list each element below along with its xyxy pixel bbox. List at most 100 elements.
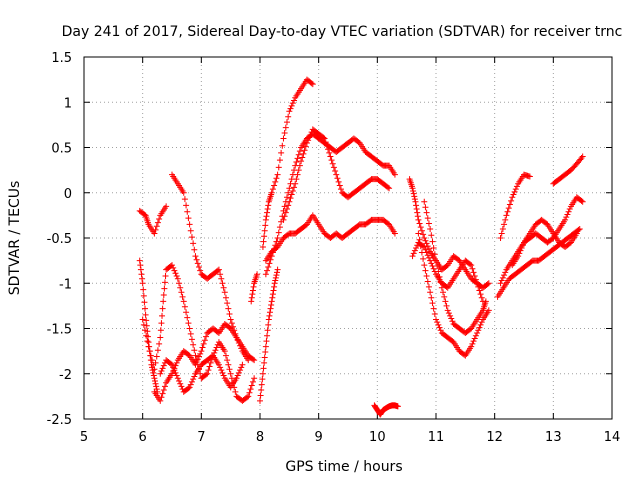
data-point <box>286 108 293 115</box>
data-point <box>425 245 432 252</box>
data-point <box>435 268 442 275</box>
y-tick-label: -1.5 <box>47 323 72 338</box>
data-point <box>139 280 146 287</box>
data-point <box>195 353 202 360</box>
data-point <box>391 230 398 237</box>
data-point <box>414 209 421 216</box>
data-point <box>265 263 272 270</box>
data-point <box>285 113 292 120</box>
data-point <box>293 176 300 183</box>
data-point <box>262 343 269 350</box>
data-point <box>269 291 276 298</box>
series-arc-12 <box>280 126 393 223</box>
data-point <box>282 209 289 216</box>
data-point <box>217 364 224 371</box>
data-point <box>249 378 256 385</box>
data-point <box>159 312 166 319</box>
data-point <box>149 357 156 364</box>
y-tick-label: 1.5 <box>51 51 72 66</box>
data-point <box>423 273 430 280</box>
data-point <box>190 240 197 247</box>
data-point <box>509 194 516 201</box>
x-tick-label: 14 <box>604 430 621 445</box>
data-point <box>191 347 198 354</box>
data-point <box>190 376 197 383</box>
series-arc-13 <box>371 402 401 418</box>
y-tick-label: -1 <box>59 277 72 292</box>
data-point <box>263 338 270 345</box>
data-point <box>294 171 301 178</box>
data-point <box>470 338 477 345</box>
chart-title: Day 241 of 2017, Sidereal Day-to-day VTE… <box>62 24 623 40</box>
data-point <box>139 275 146 282</box>
data-point <box>156 215 163 222</box>
data-point <box>303 139 310 146</box>
data-point <box>221 348 228 355</box>
data-point <box>477 291 484 298</box>
data-point <box>291 184 298 191</box>
data-point <box>158 320 165 327</box>
data-point <box>298 158 305 165</box>
data-point <box>206 363 213 370</box>
data-point <box>484 281 491 288</box>
data-point <box>424 215 431 222</box>
data-point <box>261 227 268 234</box>
data-point <box>207 359 214 366</box>
data-point <box>518 244 525 251</box>
data-point <box>288 102 295 109</box>
data-point <box>245 357 252 364</box>
data-point <box>409 253 416 260</box>
data-point <box>415 230 422 237</box>
data-point <box>443 302 450 309</box>
data-point <box>249 287 256 294</box>
data-point <box>142 305 149 312</box>
series-arc-1 <box>136 203 170 237</box>
data-point <box>417 224 424 231</box>
data-point <box>478 294 485 301</box>
data-point <box>413 202 420 209</box>
data-point <box>260 238 267 245</box>
data-point <box>174 275 181 282</box>
data-point <box>181 196 188 203</box>
data-point <box>283 206 290 213</box>
series-arc-3 <box>139 262 258 404</box>
data-point <box>306 134 313 141</box>
data-point <box>263 213 270 220</box>
data-point <box>424 252 431 259</box>
data-point <box>431 311 438 318</box>
data-point <box>264 332 271 339</box>
data-point <box>476 287 483 294</box>
data-point <box>275 229 282 236</box>
data-point <box>519 242 526 249</box>
data-point <box>226 366 233 373</box>
data-point <box>192 352 199 359</box>
data-point <box>286 198 293 205</box>
data-point <box>428 294 435 301</box>
data-point <box>235 369 242 376</box>
data-point <box>197 267 204 274</box>
data-point <box>501 272 508 279</box>
data-point <box>270 287 277 294</box>
data-point <box>292 180 299 187</box>
data-point <box>184 314 191 321</box>
y-tick-label: -2.5 <box>47 413 72 428</box>
data-point <box>285 202 292 209</box>
data-point <box>265 202 272 209</box>
data-point <box>423 209 430 216</box>
series-arc-10 <box>262 212 398 264</box>
data-point <box>427 257 434 264</box>
data-point <box>151 377 158 384</box>
data-point <box>265 316 272 323</box>
data-point <box>238 345 245 352</box>
data-point <box>194 260 201 267</box>
x-axis-label: GPS time / hours <box>285 459 402 475</box>
data-point <box>179 293 186 300</box>
data-point <box>418 227 425 234</box>
data-point <box>335 178 342 185</box>
data-point <box>281 130 288 137</box>
data-point <box>257 392 264 399</box>
data-point <box>232 388 239 395</box>
data-point <box>511 188 518 195</box>
data-point <box>227 370 234 377</box>
data-point <box>248 294 255 301</box>
